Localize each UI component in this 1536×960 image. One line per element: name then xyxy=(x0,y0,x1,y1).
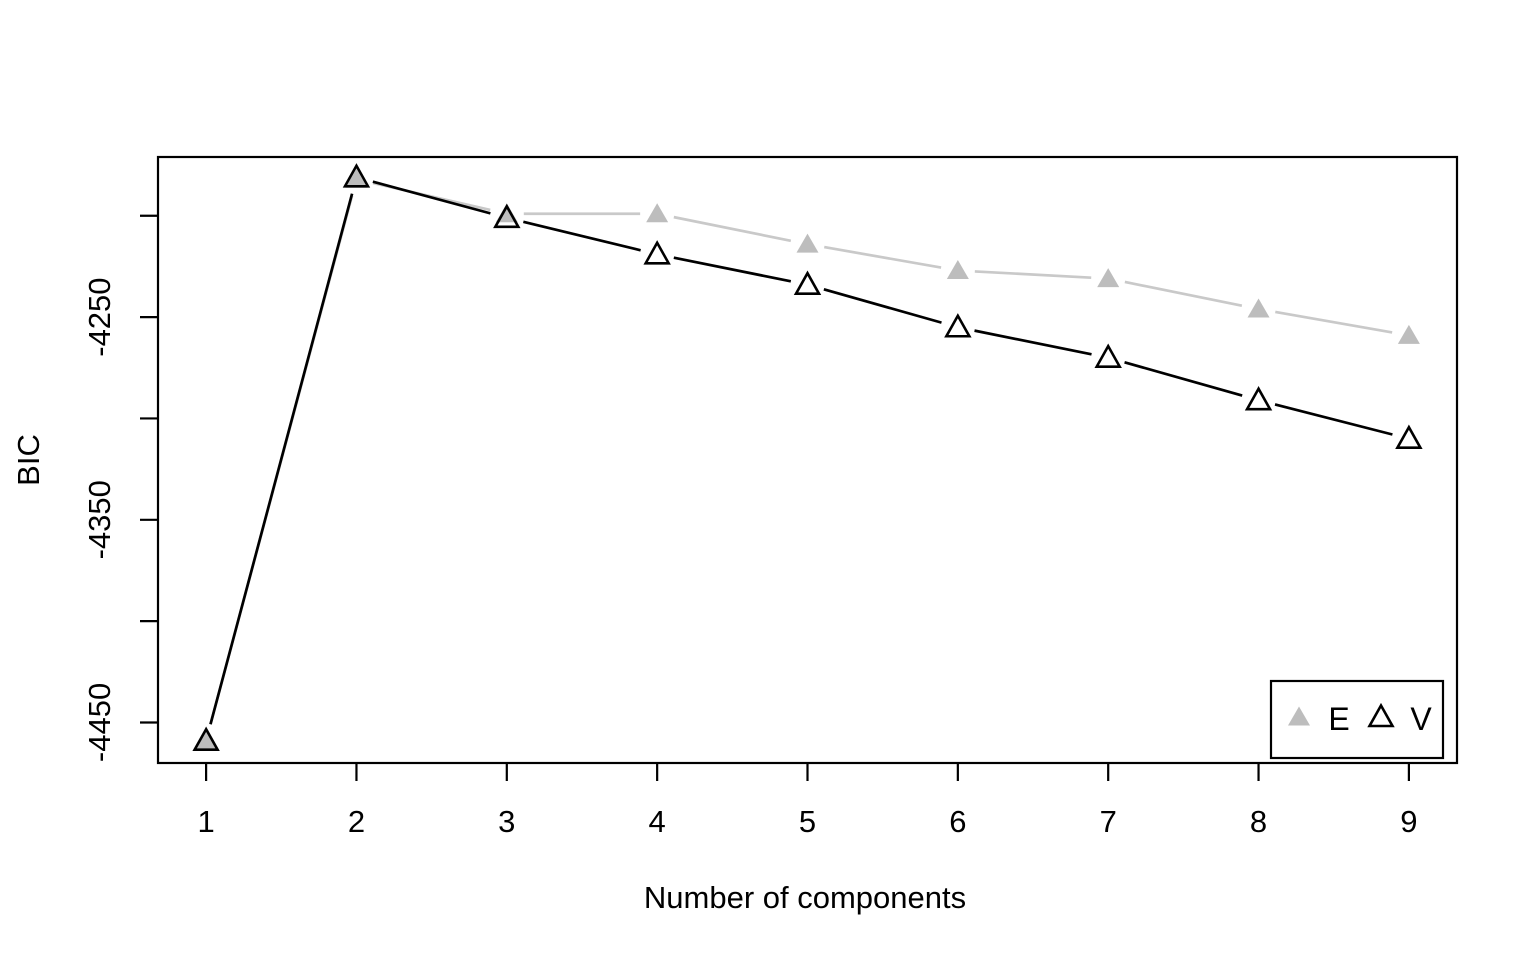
y-tick-label: -4450 xyxy=(82,683,117,762)
series-E-marker xyxy=(195,730,218,750)
series-V-segment xyxy=(372,180,491,215)
series-V xyxy=(192,163,1423,752)
series-V-segment xyxy=(823,288,942,324)
legend-label-V: V xyxy=(1410,701,1432,737)
data-series-layer xyxy=(192,163,1423,752)
x-tick-label: 5 xyxy=(799,804,816,839)
series-E-segment xyxy=(974,270,1092,280)
series-E-marker xyxy=(345,168,368,188)
x-tick-label: 3 xyxy=(498,804,515,839)
series-E-marker xyxy=(1097,268,1120,288)
x-axis: 1 2 3 4 5 6 7 8 9 xyxy=(197,763,1418,839)
series-E-marker xyxy=(796,233,819,253)
series-E-marker xyxy=(1247,298,1270,318)
x-tick-label: 1 xyxy=(197,804,214,839)
series-E-marker xyxy=(646,203,669,223)
legend-label-E: E xyxy=(1328,701,1349,737)
series-E-legend-marker xyxy=(1288,706,1310,726)
series-V-segment xyxy=(673,256,792,283)
series-E-marker xyxy=(1397,324,1420,344)
series-V-marker xyxy=(1244,386,1273,411)
y-axis: -4250 -4350 -4450 xyxy=(82,214,158,762)
series-V-segment xyxy=(1124,360,1243,397)
series-V-marker xyxy=(1395,424,1423,450)
series-V-segment xyxy=(523,220,641,252)
series-E-segment xyxy=(673,215,792,243)
series-E-segment xyxy=(824,245,942,269)
series-V-marker xyxy=(793,270,822,295)
y-axis-title: BIC xyxy=(11,434,46,486)
x-tick-label: 7 xyxy=(1100,804,1117,839)
x-tick-label: 4 xyxy=(649,804,666,839)
series-V-marker xyxy=(493,203,521,229)
x-axis-title: Number of components xyxy=(644,880,966,915)
series-V-marker xyxy=(1094,343,1122,368)
series-V-marker xyxy=(643,240,671,265)
series-V-segment xyxy=(974,329,1092,356)
series-V-segment xyxy=(1274,403,1393,436)
series-V-segment xyxy=(209,193,354,725)
series-E-segment xyxy=(1275,310,1393,334)
series-V-marker xyxy=(342,163,371,188)
x-tick-label: 6 xyxy=(949,804,966,839)
y-tick-label: -4250 xyxy=(82,277,117,356)
series-V-marker xyxy=(192,726,220,752)
x-tick-label: 2 xyxy=(348,804,365,839)
y-tick-label: -4350 xyxy=(82,480,117,559)
series-V-marker xyxy=(944,313,972,338)
series-E xyxy=(195,168,1420,750)
series-V-legend-marker xyxy=(1367,702,1395,728)
series-E-marker xyxy=(946,259,969,279)
x-tick-label: 8 xyxy=(1250,804,1267,839)
x-tick-label: 9 xyxy=(1400,804,1417,839)
series-E-segment xyxy=(1124,280,1243,307)
